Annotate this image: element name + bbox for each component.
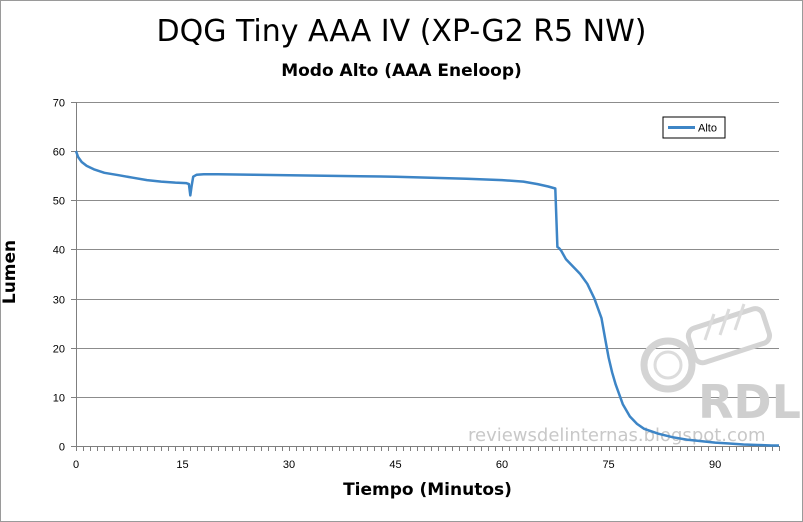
x-tick-label: 0 (73, 459, 79, 471)
axes: 0 10 20 30 40 50 60 70 0 15 30 45 60 75 90 (53, 98, 780, 471)
y-tick-label: 60 (53, 147, 65, 159)
x-tick-label: 75 (602, 459, 614, 471)
chart-title: DQG Tiny AAA IV (XP-G2 R5 NW) (156, 14, 647, 49)
x-tick-label: 15 (176, 459, 188, 471)
x-tick-label: 45 (389, 459, 401, 471)
y-tick-label: 0 (59, 442, 65, 454)
y-tick-label: 20 (53, 344, 65, 356)
watermark: RDL reviewsdelinternas.blogspot.com (468, 303, 801, 446)
x-tick-label: 60 (496, 459, 508, 471)
flashlight-logo-icon (640, 303, 773, 393)
chart-subtitle: Modo Alto (AAA Eneloop) (281, 61, 522, 81)
watermark-logo-text: RDL (698, 375, 801, 429)
series-line-alto (74, 150, 779, 447)
y-tick-label: 30 (53, 295, 65, 307)
series (74, 150, 779, 447)
legend: Alto (662, 116, 726, 139)
y-tick-label: 70 (53, 98, 65, 110)
x-axis-label: Tiempo (Minutos) (343, 480, 512, 500)
legend-label: Alto (698, 123, 717, 135)
x-tick-label: 30 (283, 459, 295, 471)
x-tick-label: 90 (709, 459, 721, 471)
gridlines (76, 102, 779, 398)
y-tick-label: 50 (53, 196, 65, 208)
y-tick-label: 40 (53, 245, 65, 257)
y-tick-label: 10 (53, 393, 65, 405)
